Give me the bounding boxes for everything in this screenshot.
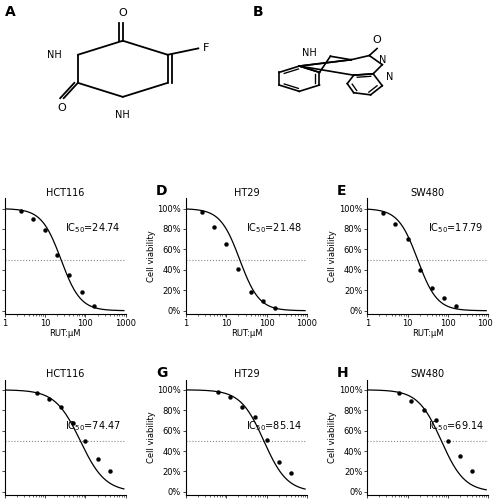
- Point: [45, 395, 53, 403]
- Point: [259, 296, 267, 304]
- Point: [94, 455, 102, 463]
- Point: [222, 240, 230, 248]
- Point: [198, 208, 206, 216]
- Point: [456, 452, 464, 460]
- Text: F: F: [203, 44, 210, 54]
- Point: [66, 271, 73, 279]
- Text: IC$_{50}$=21.48: IC$_{50}$=21.48: [246, 222, 303, 235]
- Point: [106, 468, 114, 475]
- Point: [420, 406, 427, 414]
- Title: SW480: SW480: [411, 188, 445, 198]
- Point: [70, 420, 77, 428]
- Point: [77, 288, 85, 296]
- Text: D: D: [156, 184, 168, 198]
- Title: SW480: SW480: [411, 369, 445, 379]
- Text: O: O: [373, 34, 382, 44]
- Title: HT29: HT29: [234, 188, 259, 198]
- Point: [246, 288, 254, 296]
- Text: O: O: [118, 8, 127, 18]
- Text: B: B: [252, 5, 263, 19]
- Point: [404, 235, 412, 243]
- X-axis label: RUT:μM: RUT:μM: [50, 329, 81, 338]
- Point: [275, 458, 282, 466]
- Y-axis label: Cell viability: Cell viability: [328, 412, 337, 463]
- Point: [33, 389, 41, 397]
- Text: IC$_{50}$=74.47: IC$_{50}$=74.47: [65, 419, 121, 432]
- Point: [440, 294, 448, 302]
- Point: [432, 416, 440, 424]
- Point: [53, 250, 61, 258]
- Point: [468, 468, 476, 475]
- Text: IC$_{50}$=24.74: IC$_{50}$=24.74: [65, 222, 121, 235]
- Y-axis label: Cell viability: Cell viability: [147, 230, 156, 282]
- Text: N: N: [387, 72, 394, 82]
- Text: G: G: [156, 366, 167, 380]
- Text: IC$_{50}$=69.14: IC$_{50}$=69.14: [428, 419, 484, 432]
- Point: [428, 284, 436, 292]
- Point: [211, 223, 218, 231]
- Point: [416, 266, 423, 274]
- Point: [444, 437, 452, 445]
- Title: HT29: HT29: [234, 369, 259, 379]
- Point: [226, 393, 234, 401]
- Text: NH: NH: [115, 110, 130, 120]
- Point: [214, 388, 222, 396]
- Point: [57, 403, 65, 411]
- Title: HCT116: HCT116: [46, 369, 84, 379]
- Point: [235, 265, 243, 273]
- Text: A: A: [5, 5, 16, 19]
- Point: [391, 220, 399, 228]
- Text: NH: NH: [47, 50, 61, 60]
- Point: [379, 208, 387, 216]
- Y-axis label: Cell viability: Cell viability: [328, 230, 337, 282]
- Point: [17, 206, 25, 214]
- Point: [395, 389, 403, 397]
- Title: HCT116: HCT116: [46, 188, 84, 198]
- Point: [452, 302, 460, 310]
- Text: NH: NH: [302, 48, 317, 58]
- Point: [250, 414, 258, 422]
- Point: [271, 304, 279, 312]
- Text: IC$_{50}$=17.79: IC$_{50}$=17.79: [428, 222, 483, 235]
- Point: [239, 403, 246, 411]
- Point: [287, 468, 295, 476]
- Y-axis label: Cell viability: Cell viability: [147, 412, 156, 463]
- X-axis label: RUT:μM: RUT:μM: [231, 329, 262, 338]
- Text: E: E: [337, 184, 347, 198]
- Point: [29, 215, 37, 223]
- Text: H: H: [337, 366, 349, 380]
- Point: [81, 437, 89, 445]
- Point: [408, 397, 416, 405]
- Text: N: N: [379, 54, 386, 64]
- Point: [41, 226, 49, 234]
- Text: O: O: [57, 104, 66, 114]
- Point: [90, 302, 98, 310]
- Text: IC$_{50}$=85.14: IC$_{50}$=85.14: [246, 419, 303, 432]
- X-axis label: RUT:μM: RUT:μM: [412, 329, 443, 338]
- Point: [263, 436, 271, 444]
